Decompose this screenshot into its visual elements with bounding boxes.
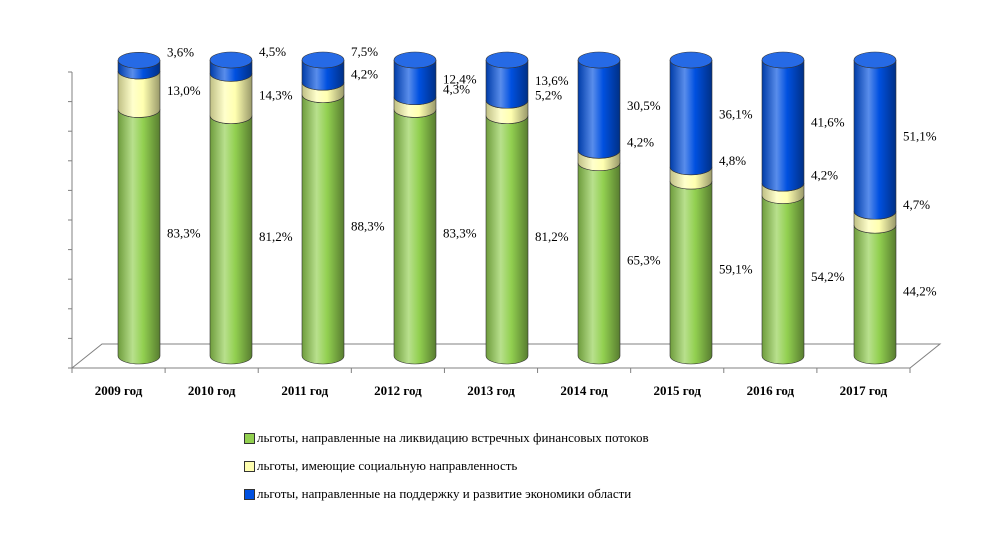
bar-segment-series-1-2010-год <box>209 115 253 365</box>
data-label-series-1-2015-год: 59,1% <box>719 262 753 277</box>
bar-segment-series-1-2013-год <box>485 115 529 365</box>
data-label-series-1-2013-год: 81,2% <box>535 229 569 244</box>
bar-segment-series-3-2017-год <box>853 59 897 220</box>
data-label-series-2-2013-год: 5,2% <box>535 88 562 103</box>
data-label-series-3-2017-год: 51,1% <box>903 129 937 144</box>
bar-segment-series-1-2017-год <box>853 225 897 365</box>
bar-segment-series-3-2014-год <box>577 59 621 159</box>
data-label-series-1-2016-год: 54,2% <box>811 269 845 284</box>
data-label-series-2-2017-год: 4,7% <box>903 197 930 212</box>
legend-swatch-series-2 <box>244 461 255 472</box>
x-tick-label-2017-год: 2017 год <box>840 383 888 398</box>
bar-segment-series-1-2009-год <box>117 109 161 365</box>
data-label-series-1-2014-год: 65,3% <box>627 252 661 267</box>
data-label-series-2-2011-год: 4,2% <box>351 67 378 82</box>
data-label-series-1-2011-год: 88,3% <box>351 218 385 233</box>
x-tick-label-2011-год: 2011 год <box>281 383 328 398</box>
x-tick-label-2016-год: 2016 год <box>747 383 795 398</box>
bar-top-cap-2017-год <box>853 51 897 69</box>
bar-segment-series-1-2011-год <box>301 94 345 365</box>
data-label-series-2-2012-год: 4,3% <box>443 81 470 96</box>
bar-top-cap-2010-год <box>209 51 253 69</box>
bar-segment-series-1-2012-год <box>393 109 437 365</box>
bar-top-cap-2012-год <box>393 51 437 69</box>
data-label-series-2-2010-год: 14,3% <box>259 87 293 102</box>
data-label-series-3-2016-год: 41,6% <box>811 115 845 130</box>
x-tick-label-2013-год: 2013 год <box>467 383 515 398</box>
data-label-series-1-2010-год: 81,2% <box>259 229 293 244</box>
data-label-series-2-2009-год: 13,0% <box>167 83 201 98</box>
bar-segment-series-1-2014-год <box>577 162 621 365</box>
x-tick-label-2015-год: 2015 год <box>653 383 701 398</box>
data-label-series-3-2011-год: 7,5% <box>351 44 378 59</box>
x-tick-label-2012-год: 2012 год <box>374 383 422 398</box>
bar-segment-series-1-2015-год <box>669 181 713 365</box>
data-label-series-2-2015-год: 4,8% <box>719 153 746 168</box>
bar-top-cap-2016-год <box>761 51 805 69</box>
bar-top-cap-2013-год <box>485 51 529 69</box>
legend-swatch-series-3 <box>244 489 255 500</box>
bar-top-cap-2009-год <box>117 51 161 69</box>
legend-label-series-1: льготы, направленные на ликвидацию встре… <box>257 430 649 445</box>
x-tick-label-2009-год: 2009 год <box>95 383 143 398</box>
bar-segment-series-1-2016-год <box>761 195 805 365</box>
bar-segment-series-3-2015-год <box>669 59 713 176</box>
data-label-series-2-2014-год: 4,2% <box>627 135 654 150</box>
bar-top-cap-2014-год <box>577 51 621 69</box>
data-label-series-1-2009-год: 83,3% <box>167 226 201 241</box>
bar-top-cap-2015-год <box>669 51 713 69</box>
data-label-series-3-2015-год: 36,1% <box>719 106 753 121</box>
data-label-series-3-2013-год: 13,6% <box>535 73 569 88</box>
data-label-series-3-2009-год: 3,6% <box>167 44 194 59</box>
data-label-series-3-2010-год: 4,5% <box>259 44 286 59</box>
bar-top-cap-2011-год <box>301 51 345 69</box>
legend-swatch-series-1 <box>244 433 255 444</box>
legend-label-series-3: льготы, направленные на поддержку и разв… <box>257 486 632 501</box>
x-tick-label-2014-год: 2014 год <box>560 383 608 398</box>
data-label-series-3-2012-год: 12,4% <box>443 71 477 86</box>
data-label-series-2-2016-год: 4,2% <box>811 168 838 183</box>
legend-label-series-2: льготы, имеющие социальную направленност… <box>257 458 518 473</box>
data-label-series-1-2017-год: 44,2% <box>903 284 937 299</box>
x-tick-label-2010-год: 2010 год <box>188 383 236 398</box>
bar-segment-series-3-2016-год <box>761 59 805 192</box>
data-label-series-3-2014-год: 30,5% <box>627 98 661 113</box>
data-label-series-1-2012-год: 83,3% <box>443 226 477 241</box>
